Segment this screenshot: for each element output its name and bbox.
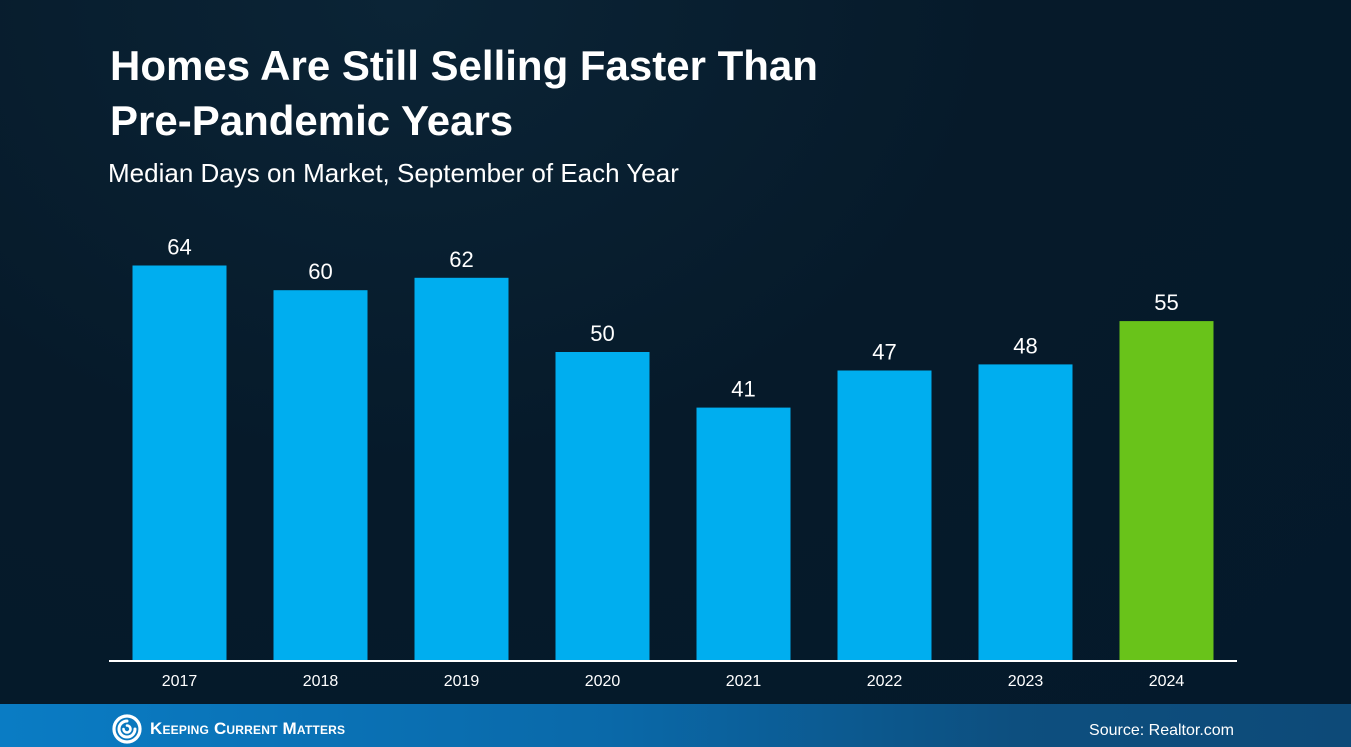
x-tick-label-2021: 2021 (726, 673, 762, 690)
bar-2023 (978, 364, 1073, 661)
data-label-2021: 41 (731, 377, 755, 402)
data-label-2019: 62 (449, 247, 473, 272)
x-tick-label-2019: 2019 (444, 673, 480, 690)
x-tick-label-2018: 2018 (303, 673, 339, 690)
brand-name: Keeping Current Matters (150, 719, 346, 738)
brand-logo: Keeping Current Matters (112, 714, 345, 744)
x-tick-label-2022: 2022 (867, 673, 903, 690)
data-label-2024: 55 (1154, 290, 1178, 315)
bar-2018 (273, 290, 368, 661)
bar-2022 (837, 370, 932, 661)
data-label-2020: 50 (590, 321, 614, 346)
chart-title-line-1: Homes Are Still Selling Faster Than (110, 42, 818, 89)
x-tick-label-2024: 2024 (1149, 673, 1185, 690)
data-label-2022: 47 (872, 340, 896, 365)
chart-title-line-2: Pre-Pandemic Years (110, 97, 514, 144)
x-tick-label-2017: 2017 (162, 673, 198, 690)
bar-2019 (414, 277, 509, 661)
chart-title: Homes Are Still Selling Faster Than Pre-… (110, 38, 1010, 148)
data-label-2017: 64 (167, 235, 191, 260)
spiral-logo-icon (112, 714, 142, 744)
bar-chart: 64 2017 60 2018 62 2019 50 2020 41 2021 47 2022 48 20… (109, 235, 1237, 690)
chart-subtitle: Median Days on Market, September of Each… (108, 158, 679, 188)
data-label-2023: 48 (1013, 333, 1037, 358)
data-label-2018: 60 (308, 259, 332, 284)
footer-bar: Keeping Current Matters Source: Realtor.… (0, 704, 1351, 747)
x-tick-label-2023: 2023 (1008, 673, 1044, 690)
x-tick-label-2020: 2020 (585, 673, 621, 690)
bar-2017 (132, 265, 227, 661)
bar-2021 (696, 407, 791, 661)
bar-2024 (1119, 321, 1214, 661)
bar-2020 (555, 352, 650, 661)
source-note: Source: Realtor.com (1089, 722, 1234, 739)
